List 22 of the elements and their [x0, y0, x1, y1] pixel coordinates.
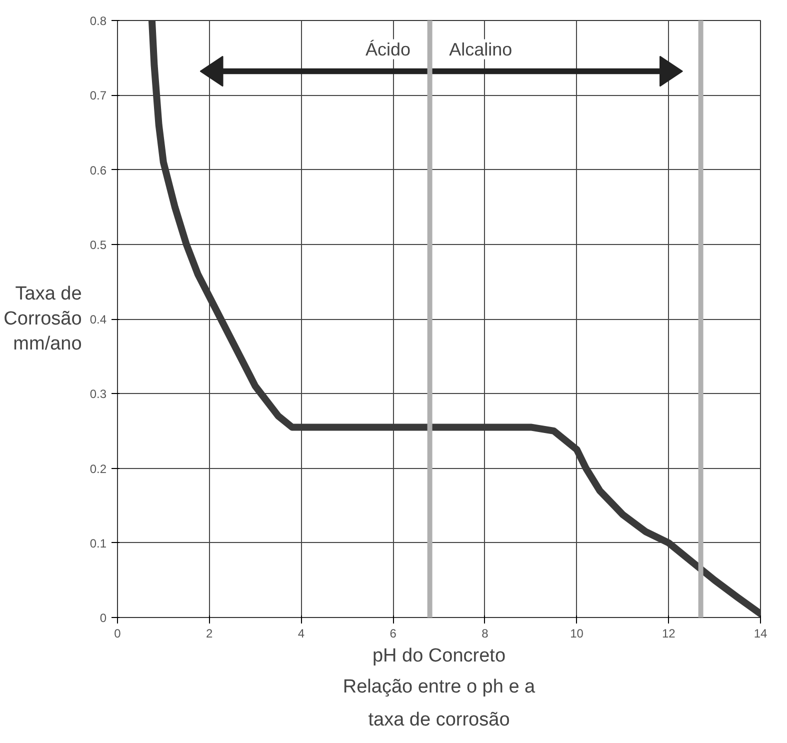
y-tick-label: 0.3: [90, 387, 107, 402]
x-tick-label: 14: [754, 626, 768, 640]
annotation: Ácido: [366, 39, 411, 60]
text: Relação entre o ph e a taxa de corrosão: [342, 676, 536, 730]
y-tick-label: 0.2: [90, 462, 107, 476]
y-axis-title: Taxa de Corrosão mm/ano: [4, 283, 82, 355]
y-tick-label: 0: [100, 611, 107, 625]
y-tick-label: 0.5: [90, 238, 107, 252]
x-tick-label: 6: [390, 626, 397, 640]
y-tick-label: 0.4: [90, 312, 107, 326]
x-tick-label: 8: [482, 626, 489, 640]
y-tick-label: 0.6: [90, 163, 107, 178]
x-tick-label: 0: [114, 626, 122, 640]
x-axis-title: pH do Concreto: [372, 646, 506, 666]
x-tick-label: 12: [662, 626, 676, 640]
y-tick-label: 0.8: [90, 14, 107, 28]
annotation: Alcalino: [449, 39, 512, 60]
x-tick-label: 4: [298, 626, 305, 640]
y-tick-label: 0.7: [90, 88, 107, 103]
x-tick-label: 10: [570, 626, 584, 640]
y-tick-label: 0.1: [90, 536, 107, 550]
x-tick-label: 2: [206, 626, 214, 640]
